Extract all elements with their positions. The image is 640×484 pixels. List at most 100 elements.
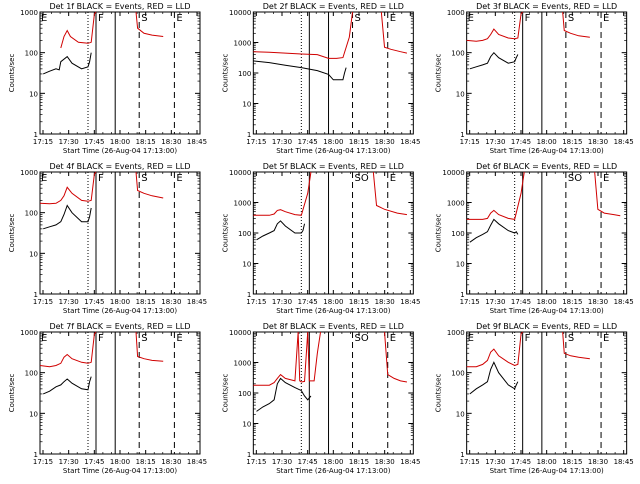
marker-label: E <box>176 333 182 344</box>
series-lld-line <box>60 11 97 49</box>
x-tick-label: 18:45 <box>614 298 634 306</box>
marker-label: S <box>355 13 361 24</box>
y-tick-label: 10 <box>242 101 251 109</box>
chart-title: Det 2f BLACK = Events, RED = LLD <box>263 2 404 11</box>
x-tick-label: 18:30 <box>375 138 395 146</box>
x-axis-label: Start Time (26-Aug-04 17:13:00) <box>490 467 604 475</box>
x-tick-label: 17:15 <box>460 458 480 466</box>
marker-label: F <box>525 13 531 24</box>
x-axis-label: Start Time (26-Aug-04 17:13:00) <box>276 147 390 155</box>
plot-frame <box>39 171 201 295</box>
plot-frame <box>466 11 628 135</box>
x-tick-label: 17:30 <box>59 138 79 146</box>
x-tick-label: 18:15 <box>349 298 369 306</box>
x-tick-label: 18:45 <box>400 138 420 146</box>
plot-frame <box>466 171 628 295</box>
x-tick-label: 17:15 <box>33 138 53 146</box>
x-tick-label: 18:00 <box>537 458 557 466</box>
x-tick-label: 17:30 <box>272 138 292 146</box>
panel-det-2: Det 2f BLACK = Events, RED = LLD 1 10 100 10… <box>221 2 420 155</box>
x-tick-label: 18:45 <box>187 138 207 146</box>
plot-frame <box>252 331 414 455</box>
x-tick-label: 18:45 <box>187 458 207 466</box>
x-tick-label: 18:15 <box>136 458 156 466</box>
x-tick-label: 17:45 <box>298 458 318 466</box>
series-lld-line-post <box>562 11 590 38</box>
marker-label: S <box>141 333 147 344</box>
chart-title: Det 3f BLACK = Events, RED = LLD <box>476 2 617 11</box>
panel-det-4: Det 4f BLACK = Events, RED = LLD 1 10 100 10… <box>8 162 207 315</box>
y-axis-label: Counts/sec <box>8 374 16 413</box>
x-tick-label: 18:00 <box>110 138 130 146</box>
y-tick-label: 1 <box>247 451 251 459</box>
x-tick-label: 18:00 <box>537 138 557 146</box>
series-lld-line-post <box>562 331 590 360</box>
x-tick-label: 17:15 <box>33 298 53 306</box>
panel-det-9: Det 9f BLACK = Events, RED = LLD 1 10 100 10… <box>435 322 634 475</box>
y-tick-label: 1000 <box>447 200 465 208</box>
x-tick-label: 18:45 <box>614 458 634 466</box>
y-tick-label: 1 <box>460 131 464 139</box>
series-events-line <box>469 51 519 70</box>
series-events-line <box>256 377 312 412</box>
marker-label: E <box>603 333 609 344</box>
x-tick-label: 18:15 <box>349 458 369 466</box>
x-tick-label: 18:30 <box>375 458 395 466</box>
series-lld-line <box>253 331 322 386</box>
marker-label: F <box>98 173 104 184</box>
x-tick-label: 18:15 <box>562 298 582 306</box>
plot-frame <box>252 171 414 295</box>
plot-frame <box>39 11 201 135</box>
series-lld-line-post <box>380 11 408 54</box>
series-events-line <box>43 204 92 230</box>
y-tick-label: 1 <box>247 291 251 299</box>
chart-title: Det 7f BLACK = Events, RED = LLD <box>49 322 190 331</box>
plot-frame <box>39 331 201 455</box>
marker-label: SO <box>355 173 369 184</box>
series-lld-line <box>39 171 97 205</box>
y-tick-label: 10000 <box>442 169 464 177</box>
series-events-line <box>256 220 306 241</box>
x-tick-label: 18:45 <box>400 458 420 466</box>
x-tick-label: 17:15 <box>246 458 266 466</box>
series-events-line <box>253 60 347 81</box>
series-lld-line-post <box>135 331 164 362</box>
y-tick-label: 1 <box>247 131 251 139</box>
x-tick-label: 18:45 <box>400 298 420 306</box>
x-tick-label: 18:30 <box>161 298 181 306</box>
x-tick-label: 17:15 <box>33 458 53 466</box>
x-tick-label: 18:00 <box>323 298 343 306</box>
marker-label: S <box>568 13 574 24</box>
x-tick-label: 17:45 <box>298 138 318 146</box>
y-tick-label: 100 <box>238 390 251 398</box>
y-tick-label: 100 <box>25 210 38 218</box>
x-tick-label: 18:15 <box>136 298 156 306</box>
series-lld-line <box>466 11 524 42</box>
x-tick-label: 18:30 <box>588 298 608 306</box>
plot-frame <box>252 11 414 135</box>
x-tick-label: 17:15 <box>246 298 266 306</box>
y-axis-label: Counts/sec <box>221 214 229 253</box>
series-lld-line-post <box>384 331 408 383</box>
y-tick-label: 10000 <box>229 9 251 17</box>
y-axis-label: Counts/sec <box>221 54 229 93</box>
marker-label: F <box>98 333 104 344</box>
x-axis-label: Start Time (26-Aug-04 17:13:00) <box>490 307 604 315</box>
marker-label: E <box>176 13 182 24</box>
series-lld-line <box>39 331 97 368</box>
chart-title: Det 1f BLACK = Events, RED = LLD <box>49 2 190 11</box>
marker-label: S <box>141 13 147 24</box>
y-tick-label: 1000 <box>447 329 465 337</box>
y-tick-label: 10 <box>29 250 38 258</box>
y-tick-label: 10 <box>456 90 465 98</box>
marker-label: E <box>176 173 182 184</box>
y-axis-label: Counts/sec <box>8 214 16 253</box>
x-tick-label: 17:45 <box>84 138 104 146</box>
x-tick-label: 18:45 <box>614 138 634 146</box>
y-tick-label: 1 <box>34 451 38 459</box>
chart-title: Det 5f BLACK = Events, RED = LLD <box>263 162 404 171</box>
x-tick-label: 18:00 <box>110 298 130 306</box>
y-tick-label: 100 <box>238 70 251 78</box>
x-tick-label: 17:45 <box>84 298 104 306</box>
